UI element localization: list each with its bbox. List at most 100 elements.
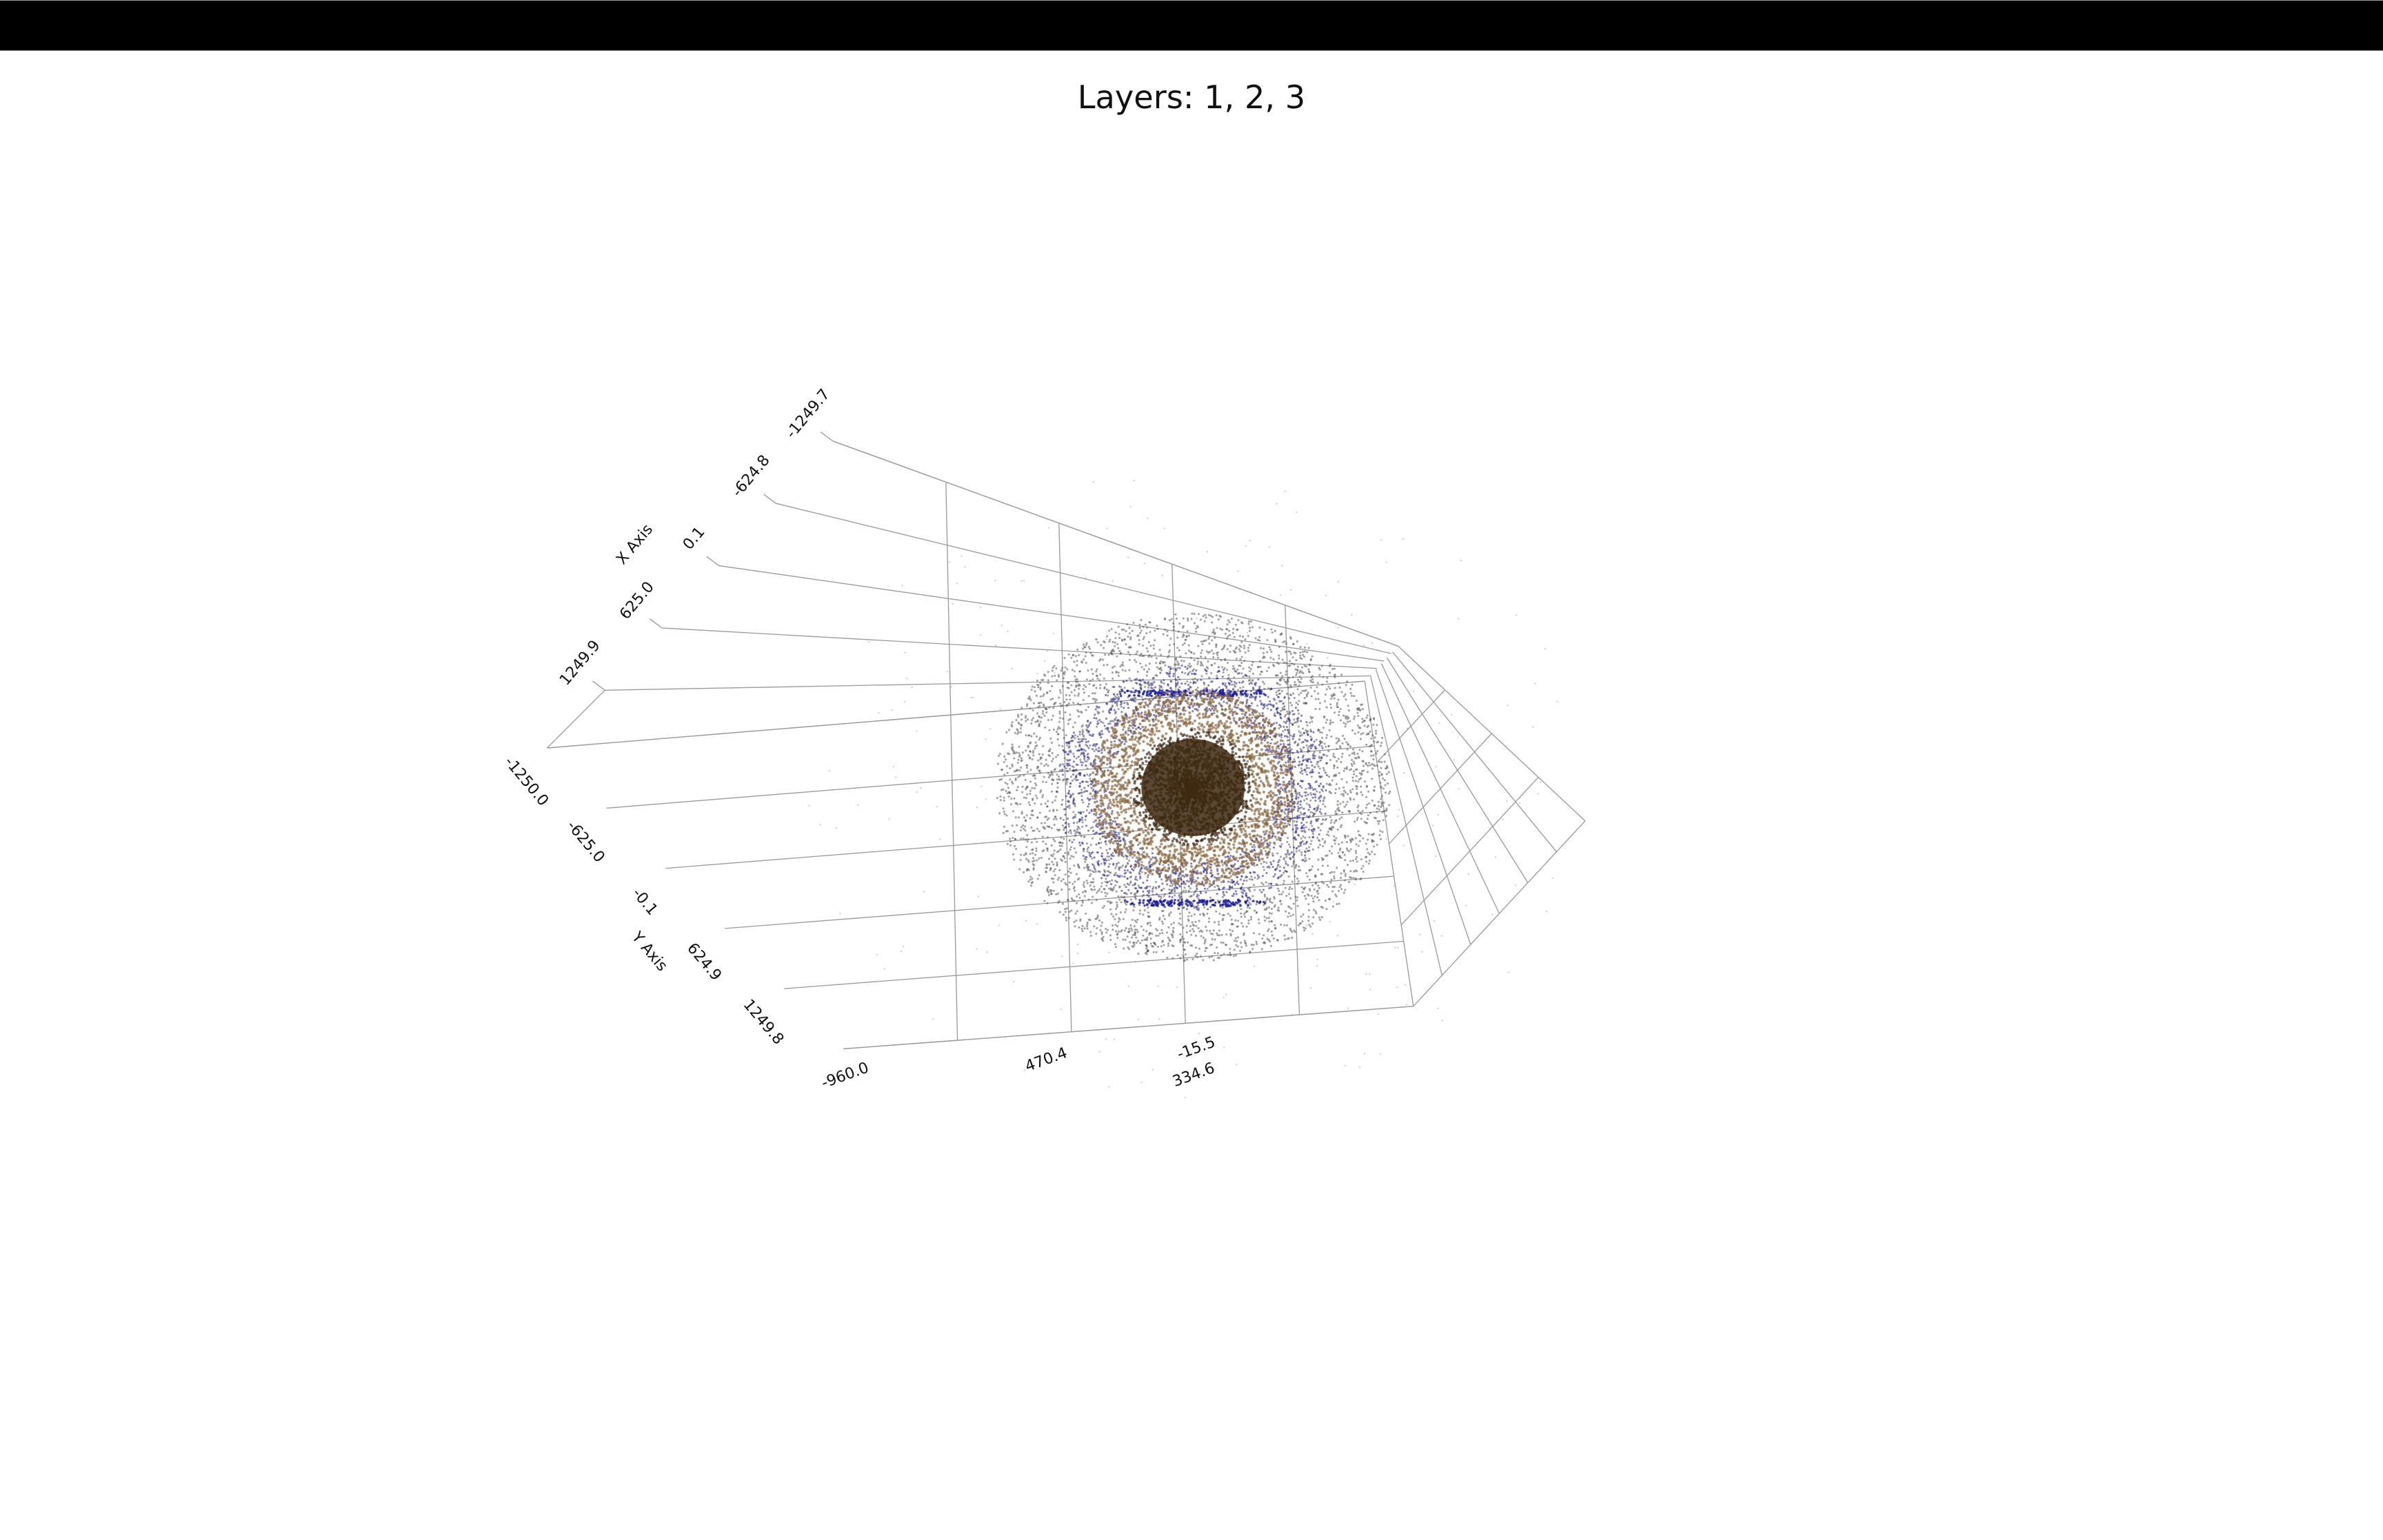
point	[1139, 680, 1142, 682]
point	[1274, 638, 1277, 641]
point	[1143, 909, 1146, 912]
point	[998, 753, 1001, 756]
point	[1080, 835, 1083, 838]
point	[1014, 844, 1016, 847]
point	[1287, 843, 1291, 846]
point	[1314, 910, 1317, 913]
point	[1069, 698, 1072, 701]
point	[1127, 646, 1130, 649]
point	[1146, 626, 1149, 629]
point	[883, 968, 885, 970]
point	[1309, 787, 1312, 789]
point	[1272, 658, 1275, 661]
point	[1178, 885, 1181, 888]
point	[1058, 696, 1060, 699]
point	[1223, 953, 1225, 955]
point	[1351, 764, 1354, 767]
point	[1284, 729, 1287, 731]
point	[1129, 505, 1132, 507]
point	[1027, 859, 1029, 862]
point	[1280, 873, 1283, 877]
point	[1330, 852, 1333, 855]
point	[1340, 888, 1343, 891]
point	[1181, 954, 1183, 956]
point	[1081, 818, 1084, 822]
point	[1249, 890, 1251, 893]
point	[1294, 740, 1297, 743]
point	[1345, 781, 1348, 784]
point	[1074, 889, 1076, 892]
point	[1052, 870, 1055, 873]
point	[1365, 860, 1368, 863]
point	[1267, 687, 1270, 690]
point	[1168, 644, 1172, 647]
point	[1029, 699, 1032, 702]
point	[1373, 740, 1376, 743]
point	[1275, 674, 1278, 677]
point	[1229, 934, 1232, 937]
point	[1303, 843, 1305, 846]
point	[1303, 696, 1306, 700]
point	[1287, 937, 1291, 940]
point	[1090, 809, 1093, 811]
point	[1263, 934, 1265, 937]
point	[1296, 678, 1300, 681]
point	[1278, 893, 1281, 895]
point	[1383, 760, 1386, 763]
point	[1052, 707, 1055, 709]
grid-line	[784, 940, 1404, 989]
point	[1031, 758, 1034, 761]
point	[1231, 929, 1234, 932]
point	[1262, 680, 1265, 683]
point	[1157, 985, 1159, 988]
point	[1269, 742, 1272, 744]
point	[1316, 807, 1319, 809]
point	[1331, 721, 1334, 724]
point	[1089, 855, 1092, 858]
point	[1248, 902, 1251, 904]
point	[1039, 687, 1042, 689]
point	[1120, 700, 1123, 703]
point	[1003, 799, 1005, 802]
point	[1405, 1003, 1407, 1006]
point	[1318, 673, 1321, 676]
point	[1343, 714, 1345, 717]
point	[1023, 853, 1025, 856]
point	[1326, 733, 1329, 736]
point	[1131, 868, 1134, 871]
point	[1367, 833, 1370, 835]
point	[1063, 857, 1066, 860]
point	[1208, 676, 1211, 679]
point	[1091, 851, 1094, 854]
point	[1100, 885, 1103, 888]
point	[1077, 865, 1080, 868]
point	[1199, 955, 1202, 958]
point	[1198, 947, 1201, 950]
point	[1208, 636, 1211, 638]
point	[1187, 918, 1189, 921]
point	[1388, 804, 1391, 807]
point	[1245, 702, 1248, 705]
point	[1288, 747, 1291, 749]
point	[1103, 647, 1105, 649]
point	[948, 561, 950, 563]
point	[1340, 756, 1343, 758]
point	[1298, 684, 1300, 687]
point	[1149, 938, 1152, 940]
point	[1297, 880, 1300, 883]
point	[1291, 828, 1294, 831]
point	[1191, 672, 1194, 676]
point	[1103, 749, 1106, 751]
point	[1078, 831, 1081, 834]
point	[1294, 931, 1296, 933]
point	[1181, 935, 1184, 938]
point	[1123, 680, 1125, 683]
point	[1344, 791, 1347, 794]
point	[1086, 790, 1089, 793]
point	[1054, 858, 1056, 860]
point	[1261, 712, 1264, 715]
point	[1287, 732, 1290, 735]
point	[1267, 666, 1270, 669]
point	[1056, 892, 1059, 895]
point	[1024, 825, 1027, 828]
